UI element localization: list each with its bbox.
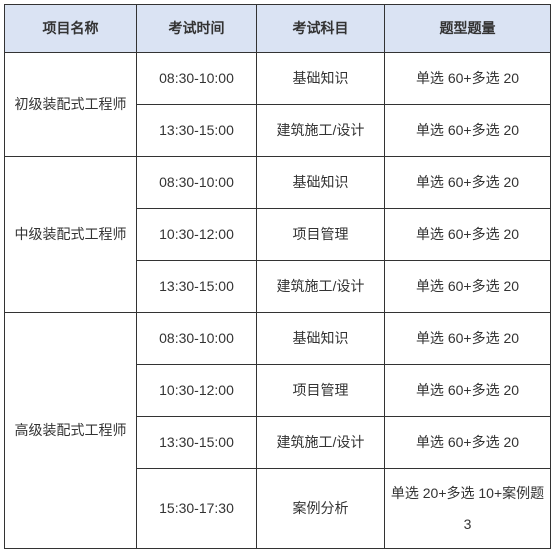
cell-project-name: 高级装配式工程师 (5, 313, 137, 549)
cell-question-format: 单选 60+多选 20 (385, 157, 551, 209)
cell-question-format: 单选 60+多选 20 (385, 365, 551, 417)
cell-exam-time: 10:30-12:00 (137, 209, 257, 261)
cell-exam-time: 10:30-12:00 (137, 365, 257, 417)
cell-exam-time: 08:30-10:00 (137, 313, 257, 365)
table-body: 初级装配式工程师08:30-10:00基础知识单选 60+多选 2013:30-… (5, 53, 551, 549)
cell-exam-time: 15:30-17:30 (137, 469, 257, 549)
cell-exam-subject: 基础知识 (257, 157, 385, 209)
cell-exam-time: 08:30-10:00 (137, 157, 257, 209)
cell-question-format: 单选 60+多选 20 (385, 53, 551, 105)
header-row: 项目名称 考试时间 考试科目 题型题量 (5, 5, 551, 53)
cell-question-format: 单选 60+多选 20 (385, 209, 551, 261)
cell-exam-subject: 项目管理 (257, 209, 385, 261)
header-project-name: 项目名称 (5, 5, 137, 53)
cell-project-name: 初级装配式工程师 (5, 53, 137, 157)
exam-schedule-table: 项目名称 考试时间 考试科目 题型题量 初级装配式工程师08:30-10:00基… (4, 4, 551, 549)
table-row: 初级装配式工程师08:30-10:00基础知识单选 60+多选 20 (5, 53, 551, 105)
header-exam-subject: 考试科目 (257, 5, 385, 53)
cell-exam-subject: 建筑施工/设计 (257, 261, 385, 313)
cell-exam-subject: 建筑施工/设计 (257, 105, 385, 157)
table-header: 项目名称 考试时间 考试科目 题型题量 (5, 5, 551, 53)
header-question-format: 题型题量 (385, 5, 551, 53)
cell-exam-time: 08:30-10:00 (137, 53, 257, 105)
cell-question-format: 单选 60+多选 20 (385, 261, 551, 313)
cell-exam-subject: 项目管理 (257, 365, 385, 417)
cell-exam-subject: 基础知识 (257, 313, 385, 365)
cell-question-format: 单选 60+多选 20 (385, 417, 551, 469)
cell-question-format: 单选 60+多选 20 (385, 313, 551, 365)
cell-question-format: 单选 60+多选 20 (385, 105, 551, 157)
cell-exam-subject: 建筑施工/设计 (257, 417, 385, 469)
table-row: 高级装配式工程师08:30-10:00基础知识单选 60+多选 20 (5, 313, 551, 365)
header-exam-time: 考试时间 (137, 5, 257, 53)
cell-exam-time: 13:30-15:00 (137, 261, 257, 313)
cell-exam-time: 13:30-15:00 (137, 105, 257, 157)
table-row: 中级装配式工程师08:30-10:00基础知识单选 60+多选 20 (5, 157, 551, 209)
cell-question-format: 单选 20+多选 10+案例题 3 (385, 469, 551, 549)
cell-exam-subject: 案例分析 (257, 469, 385, 549)
cell-exam-time: 13:30-15:00 (137, 417, 257, 469)
cell-project-name: 中级装配式工程师 (5, 157, 137, 313)
cell-exam-subject: 基础知识 (257, 53, 385, 105)
